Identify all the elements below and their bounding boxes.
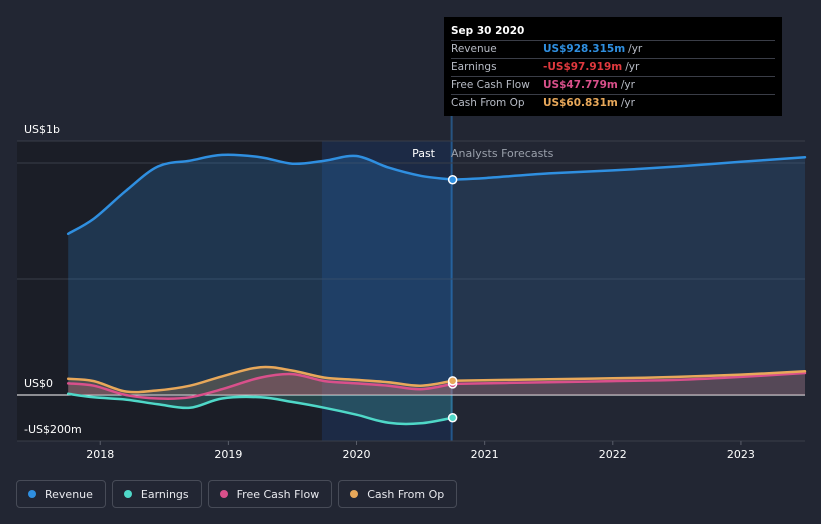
area-earnings-past [68,393,453,424]
legend-item-earnings[interactable]: Earnings [111,480,202,508]
x-axis-ticks: 2018 2019 2020 2021 2022 2023 [86,441,755,461]
forecast-label: Analysts Forecasts [451,147,554,160]
split-marker-line [450,95,453,441]
area-revenue-past [68,154,453,395]
past-label: Past [412,147,436,160]
tooltip-series-value: US$60.831m [543,97,618,109]
tooltip-row-revenue: Revenue US$928.315m /yr [451,40,775,58]
tooltip-row-earnings: Earnings -US$97.919m /yr [451,58,775,76]
legend-dot-icon [28,490,36,498]
legend-label: Earnings [140,487,189,501]
x-tick-label: 2019 [214,448,242,461]
line-revenue-past [66,153,454,236]
legend-item-revenue[interactable]: Revenue [16,480,106,508]
hover-tooltip: Sep 30 2020 Revenue US$928.315m /yr Earn… [444,17,782,116]
series-markers [447,174,458,423]
past-band-recent [321,141,453,441]
marker-revenue [447,174,458,185]
tooltip-row-cash-from-op: Cash From Op US$60.831m /yr [451,94,775,112]
tooltip-series-unit: /yr [620,79,635,91]
tooltip-series-value: US$47.779m [543,79,618,91]
chart-legend: Revenue Earnings Free Cash Flow Cash Fro… [16,480,458,510]
tooltip-row-free-cash-flow: Free Cash Flow US$47.779m /yr [451,76,775,94]
legend-dot-icon [219,490,228,498]
x-tick-label: 2021 [471,448,499,461]
y-axis-top-label: US$1b [24,123,60,136]
line-cash-from-op-past [66,365,454,394]
tooltip-series-unit: /yr [620,97,635,109]
tooltip-series-value: US$928.315m [543,43,626,55]
tooltip-series-name: Revenue [451,43,497,55]
legend-label: Revenue [45,487,93,501]
line-free-cash-flow-past [66,372,454,400]
line-free-cash-flow-forecast [451,371,807,386]
x-tick-label: 2020 [343,448,371,461]
gridlines [17,140,805,442]
legend-dot-icon [123,490,132,498]
legend-dot-icon [350,490,359,498]
legend-item-cash-from-op[interactable]: Cash From Op [338,480,458,508]
x-tick-label: 2022 [599,448,627,461]
tooltip-series-unit: /yr [625,61,640,73]
line-earnings-past [66,392,454,426]
past-band-dark [17,141,322,441]
series-lines [66,153,807,426]
legend-label: Cash From Op [367,487,445,501]
line-cash-from-op-forecast [451,370,807,383]
marker-earnings [447,412,458,423]
tooltip-series-value: -US$97.919m [543,61,623,73]
marker-cash-from-op [447,376,458,386]
tooltip-series-name: Earnings [451,61,497,73]
x-tick-label: 2023 [727,448,755,461]
y-axis-bottom-label: -US$200m [24,423,82,436]
tooltip-series-unit: /yr [628,43,643,55]
tooltip-date: Sep 30 2020 [451,25,525,37]
tooltip-series-name: Free Cash Flow [451,79,530,91]
line-revenue-forecast [451,155,807,181]
x-tick-label: 2018 [86,448,114,461]
area-revenue-forecast [452,157,805,395]
tooltip-series-name: Cash From Op [451,97,525,109]
legend-label: Free Cash Flow [236,487,320,501]
series-areas [68,154,805,424]
area-cash-from-op-past [68,366,453,395]
chart-background [17,95,453,441]
legend-item-free-cash-flow[interactable]: Free Cash Flow [207,480,333,508]
y-axis-zero-label: US$0 [24,377,53,390]
area-free-cash-flow-past [68,373,453,399]
